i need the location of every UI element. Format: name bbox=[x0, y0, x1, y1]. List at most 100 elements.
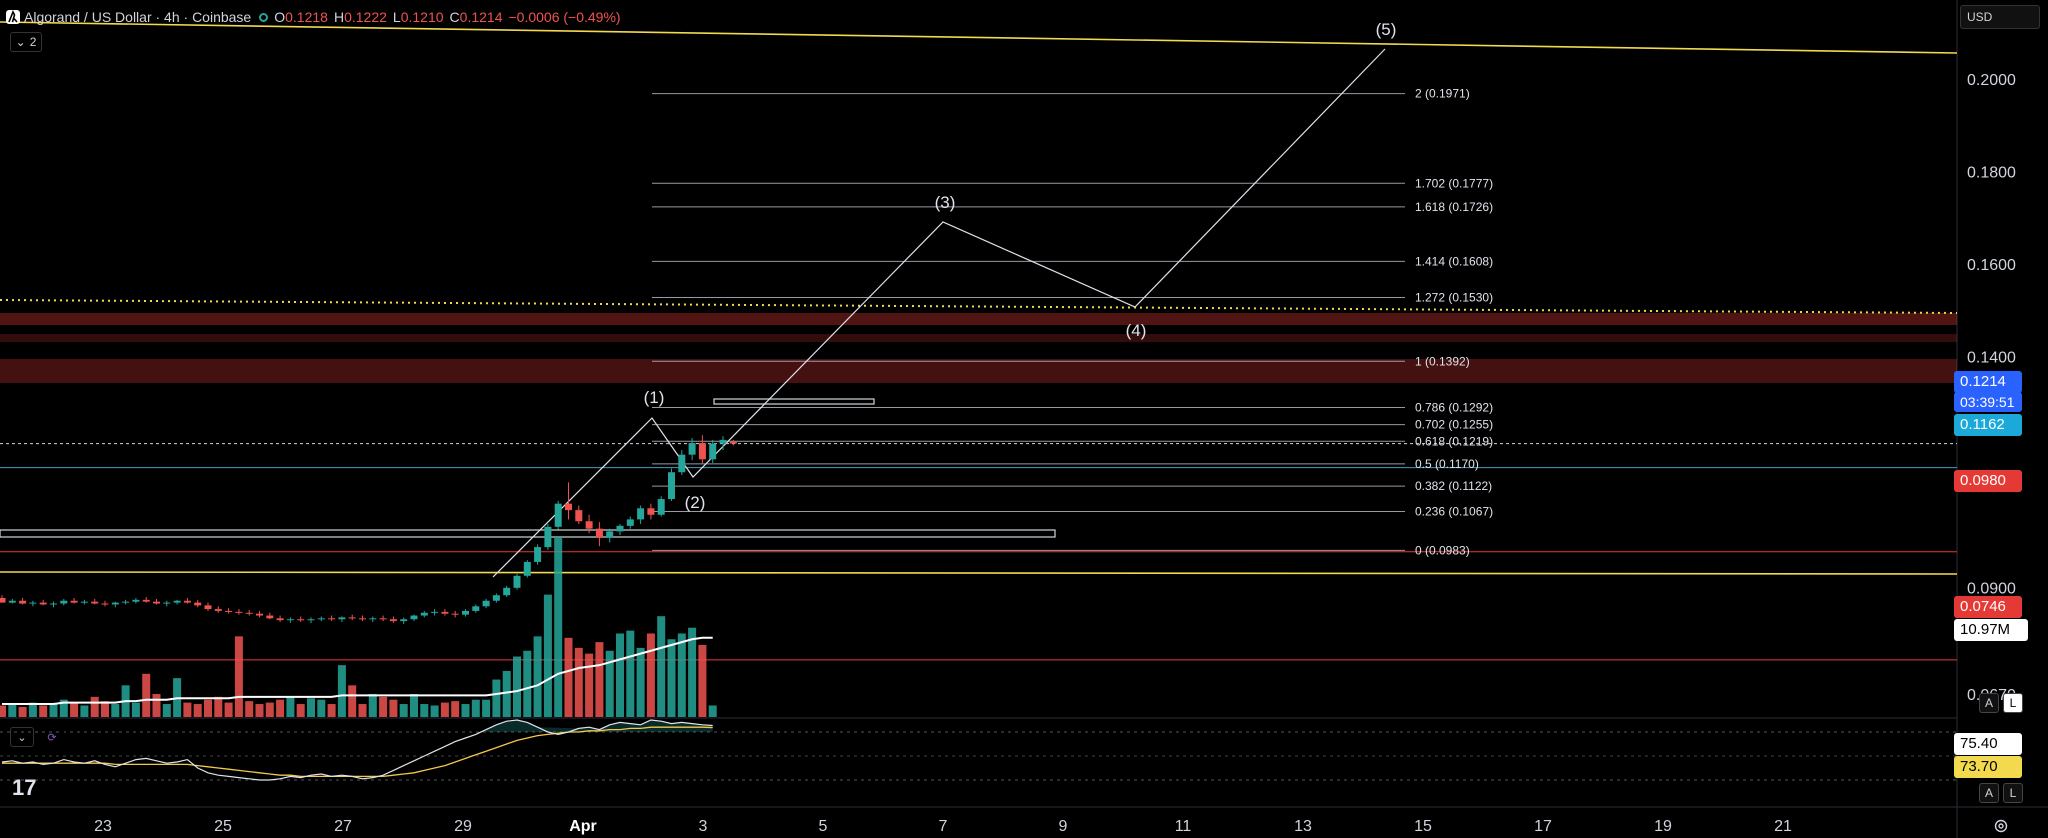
candle-body bbox=[595, 528, 603, 538]
candle-body bbox=[359, 618, 366, 620]
volume-bar bbox=[276, 699, 285, 717]
volume-bar bbox=[677, 633, 686, 717]
refresh-icon[interactable]: ⟳ bbox=[40, 727, 64, 747]
candle-body bbox=[70, 600, 78, 603]
volume-bar bbox=[595, 642, 604, 717]
volume-bar bbox=[636, 647, 645, 717]
candle-body bbox=[214, 609, 222, 611]
volume-bar bbox=[245, 701, 254, 717]
currency-select[interactable]: USD bbox=[1960, 5, 2040, 29]
volume-bar bbox=[101, 701, 109, 717]
volume-bar bbox=[698, 645, 707, 717]
volume-bar bbox=[585, 653, 594, 717]
candle-body bbox=[307, 619, 315, 621]
time-axis-tick: 23 bbox=[94, 818, 112, 835]
candle-body bbox=[513, 575, 521, 588]
tradingview-logo-icon: 17 bbox=[12, 775, 36, 800]
rsi-ma-line bbox=[2, 726, 713, 778]
candle-body bbox=[29, 602, 37, 604]
chevron-down-icon[interactable]: ⌄ bbox=[10, 727, 34, 747]
candle-body bbox=[317, 618, 325, 620]
volume-bar bbox=[657, 616, 666, 717]
candle-body bbox=[39, 602, 47, 605]
volume-bar bbox=[70, 702, 79, 717]
candle-body bbox=[441, 611, 449, 614]
candle-body bbox=[111, 602, 119, 605]
candle-body bbox=[462, 610, 469, 615]
high-value: 0.1222 bbox=[344, 9, 387, 25]
candle-body bbox=[668, 472, 675, 500]
candle-body bbox=[0, 597, 6, 603]
volume-bar bbox=[234, 636, 243, 717]
volume-bar bbox=[688, 627, 697, 717]
volume-bar bbox=[358, 704, 367, 717]
time-axis-tick: 25 bbox=[214, 818, 232, 835]
rsi-log-scale-button[interactable]: L bbox=[2003, 783, 2023, 803]
volume-bar bbox=[708, 705, 717, 717]
volume-bar bbox=[255, 704, 264, 717]
candle-body bbox=[472, 606, 480, 611]
fib-level-label: 1 (0.1392) bbox=[1415, 354, 1470, 368]
indicator-count: 2 bbox=[29, 35, 37, 49]
volume-bar bbox=[430, 705, 439, 717]
gear-icon[interactable] bbox=[1993, 818, 2009, 834]
price-axis-tick: 0.1800 bbox=[1967, 165, 2016, 182]
candle-body bbox=[276, 618, 284, 621]
candle-body bbox=[266, 615, 274, 619]
candle-body bbox=[575, 510, 583, 522]
volume-bar bbox=[399, 704, 408, 717]
close-value: 0.1214 bbox=[459, 9, 503, 25]
candle-body bbox=[297, 619, 305, 621]
volume-bar bbox=[162, 704, 171, 717]
volume-bar bbox=[420, 704, 429, 717]
candle-body bbox=[400, 619, 408, 622]
candle-body bbox=[256, 613, 263, 616]
volume-bar bbox=[605, 650, 614, 717]
volume-bar bbox=[574, 647, 583, 717]
symbol-title[interactable]: Algorand / US Dollar · 4h · Coinbase bbox=[24, 9, 252, 25]
elliott-wave-label: (2) bbox=[685, 493, 706, 512]
auto-scale-button[interactable]: A bbox=[1979, 693, 1999, 713]
fib-level-label: 1.618 (0.1726) bbox=[1415, 200, 1493, 214]
candle-body bbox=[637, 508, 645, 520]
volume-bar bbox=[389, 699, 398, 717]
candle-body bbox=[173, 600, 181, 603]
last-price-pill: 0.1214 bbox=[1954, 371, 2022, 393]
volume-bar bbox=[379, 696, 388, 717]
time-axis-tick: 5 bbox=[819, 818, 828, 835]
price-axis-tick: 0.1600 bbox=[1967, 257, 2016, 274]
chevron-down-icon: ⌄ bbox=[15, 35, 26, 49]
volume-bar bbox=[183, 702, 192, 717]
candle-body bbox=[348, 617, 356, 619]
volume-ma-line bbox=[2, 636, 713, 706]
volume-bar bbox=[543, 594, 552, 717]
candle-body bbox=[719, 439, 727, 444]
low-value: 0.1210 bbox=[400, 9, 444, 25]
elliott-wave-label: (3) bbox=[935, 193, 956, 212]
candle-body bbox=[688, 443, 696, 455]
price-axis-tick: 0.2000 bbox=[1967, 72, 2016, 89]
resistance-zone bbox=[0, 359, 1957, 383]
high-label: H bbox=[333, 9, 345, 25]
close-label: C bbox=[449, 9, 460, 25]
time-axis-tick: 3 bbox=[699, 818, 708, 835]
candle-body bbox=[709, 443, 717, 460]
volume-bar bbox=[0, 705, 6, 717]
volume-bar bbox=[471, 699, 480, 717]
volume-bar bbox=[626, 630, 635, 717]
time-axis-tick: 19 bbox=[1654, 818, 1672, 835]
log-scale-button[interactable]: L bbox=[2003, 693, 2023, 713]
indicators-toggle-button[interactable]: ⌄ 2 bbox=[10, 32, 42, 52]
candle-body bbox=[328, 618, 336, 620]
time-axis-tick: 17 bbox=[1534, 818, 1552, 835]
market-status-icon bbox=[259, 12, 269, 22]
candle-body bbox=[503, 587, 511, 596]
fib-level-label: 0.236 (0.1067) bbox=[1415, 505, 1493, 519]
rsi-auto-scale-button[interactable]: A bbox=[1979, 783, 1999, 803]
volume-bar bbox=[286, 696, 295, 717]
fib-level-label: 0.618 (0.1219) bbox=[1415, 434, 1493, 448]
volume-bar bbox=[327, 704, 336, 717]
algorand-logo-icon bbox=[6, 10, 20, 24]
candle-body bbox=[183, 600, 191, 603]
